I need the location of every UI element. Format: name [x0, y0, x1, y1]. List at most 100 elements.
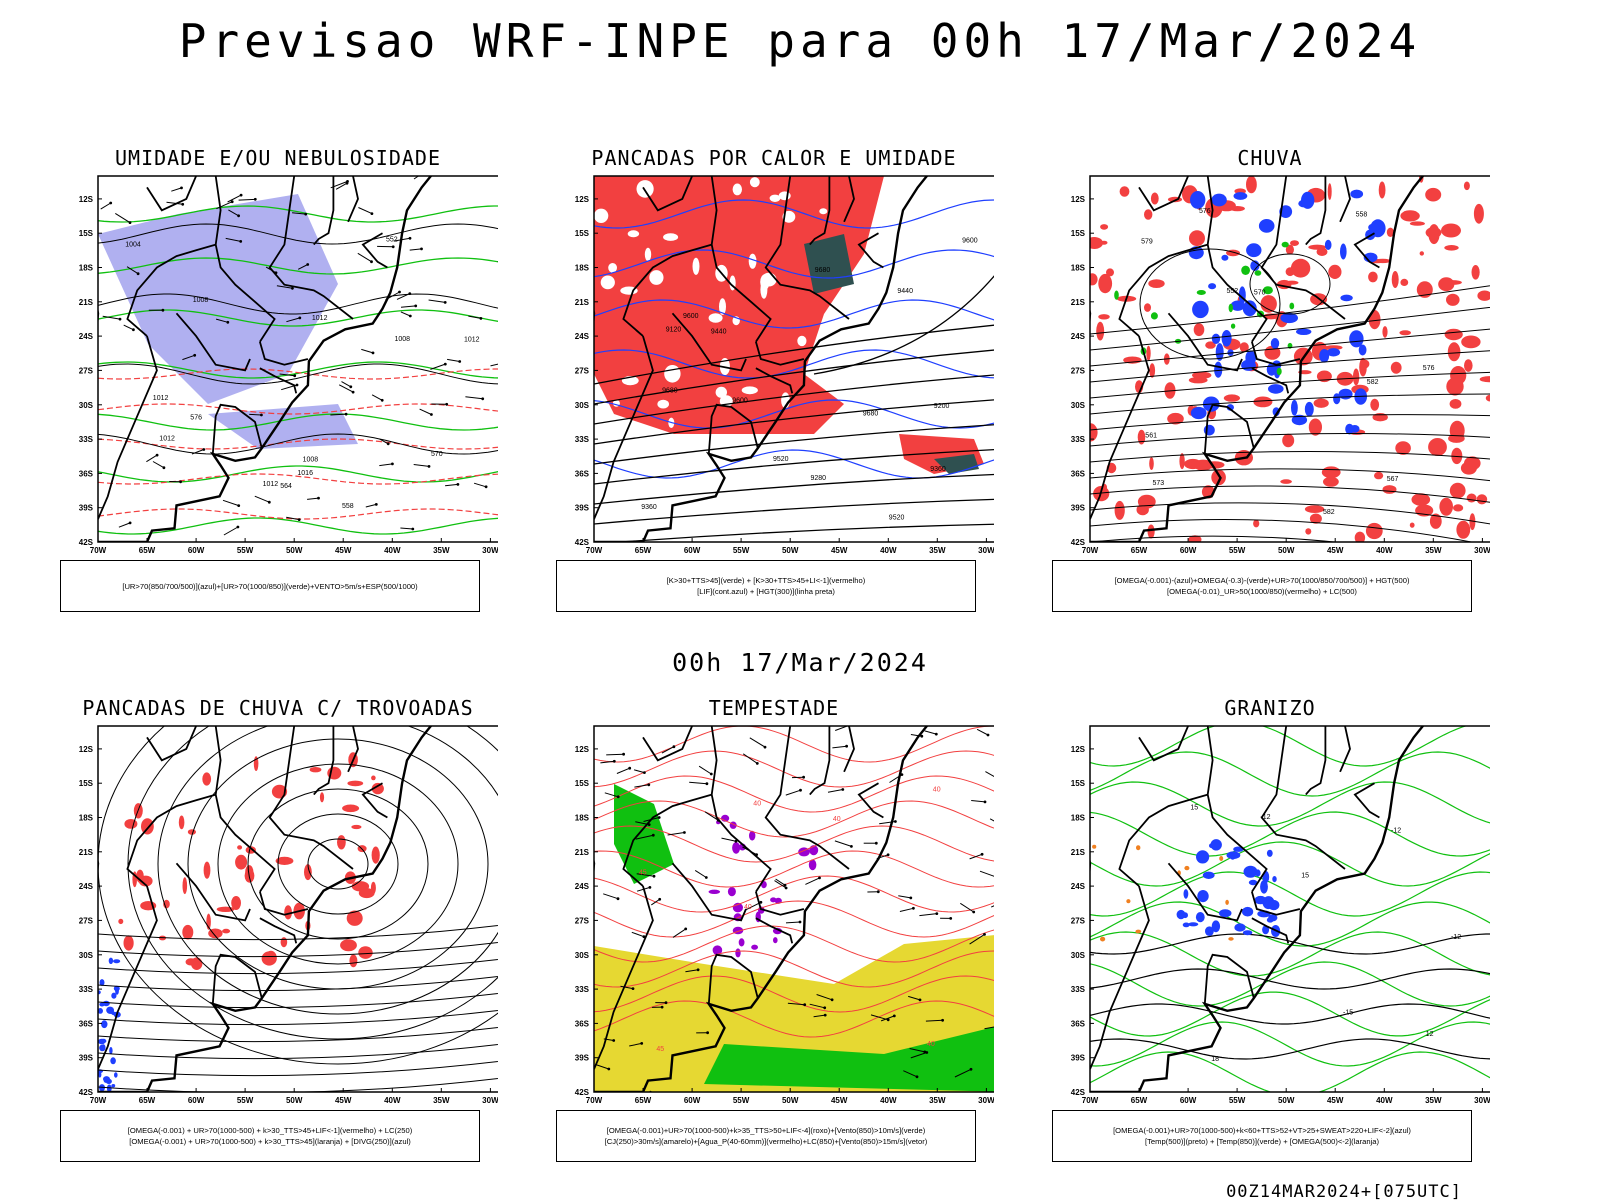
- thunderstorm-area: [265, 951, 277, 964]
- wind-vector-head: [485, 485, 488, 488]
- wind-vector-head: [293, 374, 296, 377]
- contour-label: 9360: [641, 504, 657, 511]
- wind-vector-head: [239, 240, 242, 243]
- omega-area: [1259, 219, 1275, 233]
- panel-legend: [UR>70(850/700/500)](azul)+[UR>70(1000/8…: [60, 560, 480, 612]
- panel-legend: [OMEGA(-0.001)-(azul)+OMEGA(-0.3)-(verde…: [1052, 560, 1472, 612]
- wind-vector-head: [179, 480, 182, 483]
- wind-vector-head: [129, 221, 132, 224]
- wind-vector: [223, 500, 239, 505]
- wind-vector-head: [658, 816, 661, 819]
- mid-title: 00h 17/Mar/2024: [0, 648, 1600, 677]
- rain-area: [1439, 498, 1453, 516]
- rain-area: [1400, 279, 1408, 286]
- wind-vector-head: [411, 528, 414, 531]
- lat-tick-label: 36S: [575, 1019, 590, 1028]
- wind-vector-head: [643, 771, 646, 774]
- rain-area: [1353, 369, 1359, 386]
- lon-tick-label: 60W: [188, 546, 205, 555]
- rain-area: [1446, 294, 1460, 306]
- panel-title: UMIDADE E/OU NEBULOSIDADE: [58, 146, 498, 170]
- thunderstorm-area: [179, 816, 185, 830]
- omega-area: [1327, 348, 1340, 356]
- hail-area: [1267, 850, 1273, 857]
- omega500-area: [1100, 937, 1105, 942]
- wind-vector: [429, 300, 446, 302]
- wind-vector-head: [193, 354, 196, 357]
- wind-vector: [985, 772, 994, 780]
- contour-label: 9680: [863, 411, 879, 418]
- lat-tick-label: 36S: [79, 469, 94, 478]
- state-border: [177, 863, 251, 920]
- wind-vector-head: [661, 1006, 664, 1009]
- state-border: [844, 726, 854, 772]
- hail-area: [1255, 869, 1261, 876]
- wind-vector-head: [398, 291, 401, 294]
- rain-area: [1410, 523, 1415, 528]
- contour-label: 1012: [153, 395, 169, 402]
- wind-vector: [980, 871, 994, 877]
- contour-label: 576: [190, 414, 202, 421]
- panel-title: TEMPESTADE: [554, 696, 994, 720]
- wind-vector-head: [970, 1068, 973, 1071]
- wind-vector-head: [409, 237, 412, 240]
- lat-tick-label: 12S: [1071, 195, 1086, 204]
- contour-label: 12: [1426, 1031, 1434, 1038]
- rain-area: [1450, 483, 1466, 499]
- lon-tick-label: 35W: [929, 1096, 946, 1105]
- lon-tick-label: 35W: [1425, 1096, 1442, 1105]
- rain-area: [1144, 303, 1151, 312]
- clear-gap: [779, 191, 791, 200]
- rain-area: [1224, 394, 1240, 401]
- contour-label: -15: [1343, 1010, 1353, 1017]
- streamline: [98, 992, 498, 1008]
- wind-vector-head: [240, 194, 243, 197]
- lat-tick-label: 30S: [1071, 951, 1086, 960]
- omega-area: [1221, 255, 1228, 261]
- temp500-contour: [1090, 969, 1490, 989]
- lon-tick-label: 65W: [139, 546, 156, 555]
- contour-label: 9600: [683, 313, 699, 320]
- contour-label: 45: [656, 1046, 664, 1053]
- wind-vector-head: [756, 762, 759, 765]
- lat-tick-label: 39S: [1071, 504, 1086, 513]
- lat-tick-label: 30S: [575, 401, 590, 410]
- wind-vector-head: [409, 315, 412, 318]
- main-title: Previsao WRF-INPE para 00h 17/Mar/2024: [0, 14, 1600, 68]
- state-border: [643, 726, 692, 760]
- rain-area: [1280, 479, 1292, 484]
- wind-vector: [171, 188, 181, 191]
- lon-tick-label: 60W: [684, 1096, 701, 1105]
- lat-tick-label: 18S: [575, 814, 590, 823]
- lon-tick-label: 70W: [586, 1096, 603, 1105]
- state-border: [1306, 726, 1326, 795]
- wind-vector-head: [652, 834, 655, 837]
- contour-label: 558: [342, 503, 354, 510]
- thunderstorm-area: [235, 855, 247, 870]
- thunderstorm-area: [371, 776, 376, 781]
- panel-legend: [OMEGA(-0.001)+UR>70(1000-500)+k<60+TTS>…: [1052, 1110, 1472, 1162]
- rain-area: [1467, 494, 1477, 503]
- lat-tick-label: 33S: [79, 985, 94, 994]
- thickness-contour: [98, 369, 498, 379]
- omega-area: [1339, 389, 1353, 400]
- rain-area: [1305, 505, 1324, 513]
- hail-area: [1203, 872, 1215, 879]
- wind-vector-head: [935, 912, 938, 915]
- wind-vector-head: [640, 1042, 643, 1045]
- wind-vector: [401, 306, 416, 307]
- rain-area: [1456, 521, 1470, 539]
- omega500-area: [1219, 856, 1223, 861]
- wind-vector-head: [237, 214, 240, 217]
- hail-area: [1255, 896, 1267, 904]
- panel-title: PANCADAS POR CALOR E UMIDADE: [554, 146, 994, 170]
- lat-tick-label: 15S: [575, 779, 590, 788]
- state-border: [1208, 726, 1267, 892]
- thunderstorm-area: [340, 939, 357, 951]
- rain-area: [1438, 277, 1454, 291]
- divergence-area: [114, 1072, 118, 1077]
- clear-gap: [733, 184, 742, 196]
- wind-vector-head: [818, 877, 821, 880]
- state-border: [1340, 176, 1350, 222]
- wind-vector-head: [268, 501, 271, 504]
